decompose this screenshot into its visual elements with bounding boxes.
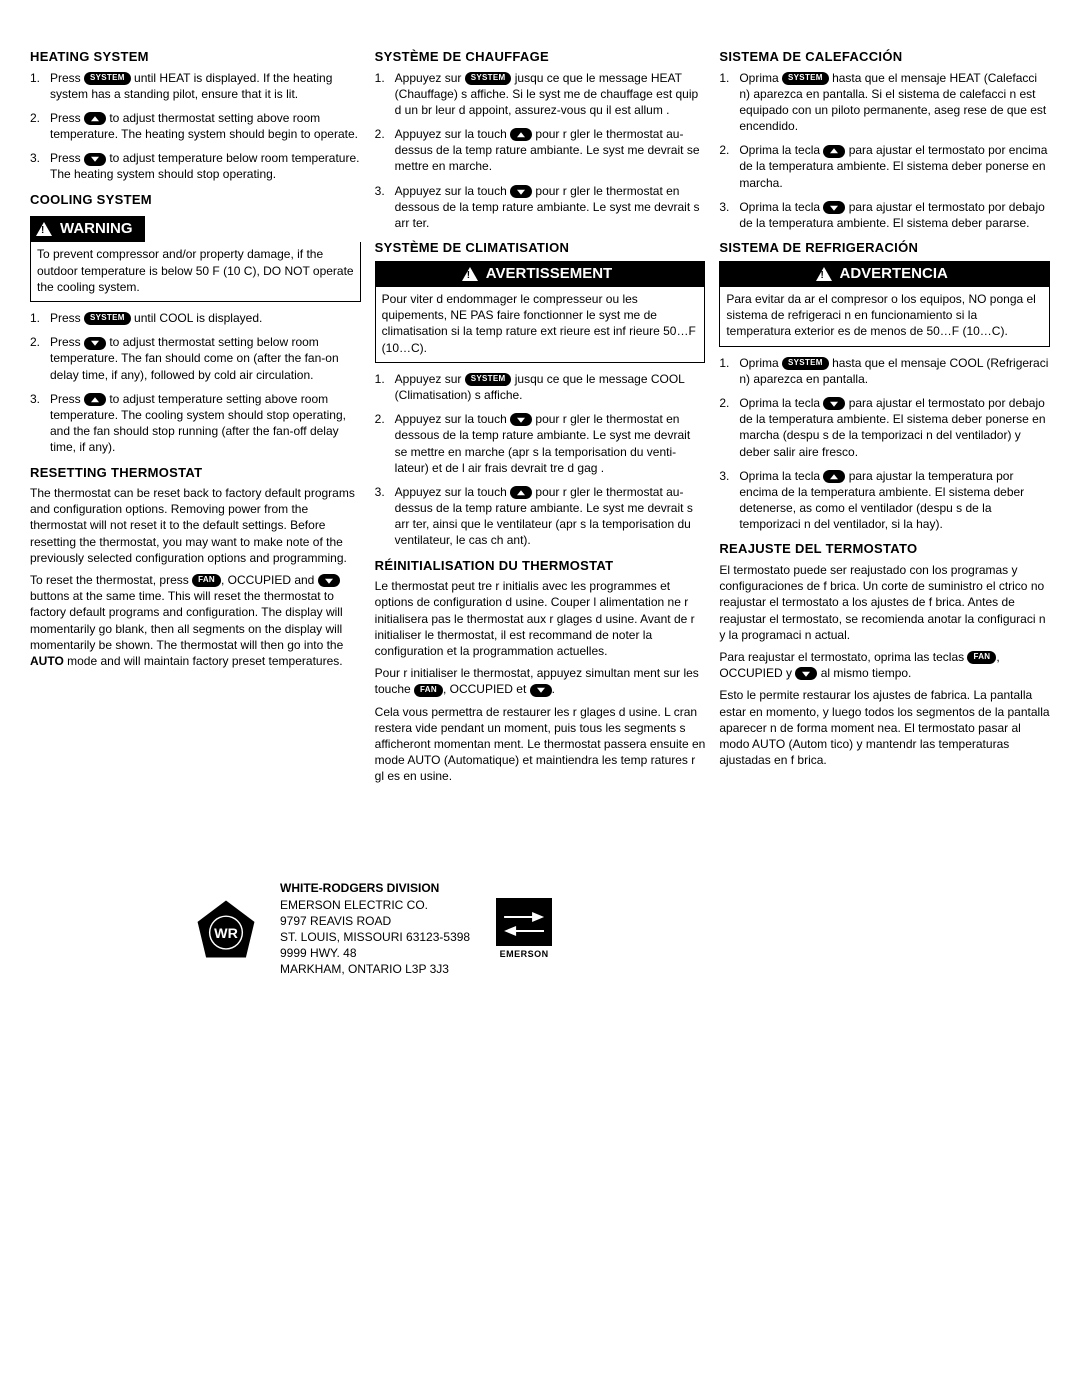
heat-step-3: 3.Appuyez sur la touch pour r gler le th…: [389, 183, 706, 232]
heat-step-2: 2.Oprima la tecla para ajustar el termos…: [733, 142, 1050, 191]
reset-p1-fr: Le thermostat peut tre r initialis avec …: [375, 578, 706, 659]
fan-button-icon: FAN: [192, 574, 221, 587]
system-button-icon: SYSTEM: [782, 72, 829, 85]
arrow-down-icon: [510, 413, 532, 426]
heat-step-2: 2.Appuyez sur la touch pour r gler le th…: [389, 126, 706, 175]
footer-addr4: MARKHAM, ONTARIO L3P 3J3: [280, 961, 470, 977]
system-button-icon: SYSTEM: [84, 312, 131, 325]
arrow-down-icon: [510, 185, 532, 198]
heading-reset-en: RESETTING THERMOSTAT: [30, 464, 361, 482]
warning-box-fr: AVERTISSEMENT Pour viter d endommager le…: [375, 261, 706, 363]
cooling-steps-es: 1.Oprima SYSTEM hasta que el mensaje COO…: [719, 355, 1050, 533]
arrow-up-icon: [823, 470, 845, 483]
arrow-down-icon: [530, 684, 552, 697]
three-col-layout: HEATING SYSTEM 1.Press SYSTEM until HEAT…: [30, 40, 1050, 790]
reset-p1-en: The thermostat can be reset back to fact…: [30, 485, 361, 566]
reset-p1-es: El termostato puede ser reajustado con l…: [719, 562, 1050, 643]
wr-logo-icon: WR: [190, 897, 262, 961]
reset-p2-en: To reset the thermostat, press FAN, OCCU…: [30, 572, 361, 669]
reset-p3-fr: Cela vous permettra de restaurer les r g…: [375, 704, 706, 785]
arrow-down-icon: [318, 574, 340, 587]
column-spanish: SISTEMA DE CALEFACCIÓN 1.Oprima SYSTEM h…: [719, 40, 1050, 790]
warning-banner-en: WARNING: [30, 216, 145, 242]
system-button-icon: SYSTEM: [782, 357, 829, 370]
warning-banner-fr: AVERTISSEMENT: [375, 261, 706, 287]
system-button-icon: SYSTEM: [84, 72, 131, 85]
arrow-down-icon: [823, 201, 845, 214]
arrow-down-icon: [84, 153, 106, 166]
heading-cooling-es: SISTEMA DE REFRIGERACIÓN: [719, 239, 1050, 257]
footer: WR WHITE-RODGERS DIVISION EMERSON ELECTR…: [190, 880, 1050, 977]
warning-box-es: ADVERTENCIA Para evitar da ar el compres…: [719, 261, 1050, 347]
heating-steps-es: 1.Oprima SYSTEM hasta que el mensaje HEA…: [719, 70, 1050, 232]
warning-tri-icon: [462, 267, 478, 281]
svg-text:WR: WR: [214, 926, 238, 942]
cool-step-1: 1.Appuyez sur SYSTEM jusqu ce que le mes…: [389, 371, 706, 403]
footer-addr2: ST. LOUIS, MISSOURI 63123-5398: [280, 929, 470, 945]
emerson-logo-icon: EMERSON: [488, 898, 560, 960]
heat-step-2: 2.Press to adjust thermostat setting abo…: [44, 110, 361, 142]
arrow-up-icon: [823, 145, 845, 158]
heading-heating-fr: SYSTÈME DE CHAUFFAGE: [375, 48, 706, 66]
heat-step-1: 1.Press SYSTEM until HEAT is displayed. …: [44, 70, 361, 102]
arrow-up-icon: [510, 486, 532, 499]
footer-addr3: 9999 HWY. 48: [280, 945, 470, 961]
heat-step-3: 3.Press to adjust temperature below room…: [44, 150, 361, 182]
heat-step-1: 1.Appuyez sur SYSTEM jusqu ce que le mes…: [389, 70, 706, 119]
heat-step-1: 1.Oprima SYSTEM hasta que el mensaje HEA…: [733, 70, 1050, 135]
cool-step-3: 3.Appuyez sur la touch pour r gler le th…: [389, 484, 706, 549]
cool-step-2: 2.Press to adjust thermostat setting bel…: [44, 334, 361, 383]
footer-division: WHITE-RODGERS DIVISION: [280, 880, 470, 896]
arrow-down-icon: [823, 397, 845, 410]
system-button-icon: SYSTEM: [465, 373, 512, 386]
heating-steps-fr: 1.Appuyez sur SYSTEM jusqu ce que le mes…: [375, 70, 706, 232]
heading-cooling-fr: SYSTÈME DE CLIMATISATION: [375, 239, 706, 257]
cool-step-2: 2.Oprima la tecla para ajustar el termos…: [733, 395, 1050, 460]
heat-step-3: 3.Oprima la tecla para ajustar el termos…: [733, 199, 1050, 231]
reset-p2-es: Para reajustar el termostato, oprima las…: [719, 649, 1050, 681]
column-english: HEATING SYSTEM 1.Press SYSTEM until HEAT…: [30, 40, 361, 790]
arrow-up-icon: [84, 393, 106, 406]
reset-p2-fr: Pour r initialiser le thermostat, appuye…: [375, 665, 706, 697]
footer-company: EMERSON ELECTRIC CO.: [280, 897, 470, 913]
cool-step-3: 3.Press to adjust temperature setting ab…: [44, 391, 361, 456]
fan-button-icon: FAN: [967, 651, 996, 664]
column-french: SYSTÈME DE CHAUFFAGE 1.Appuyez sur SYSTE…: [375, 40, 706, 790]
heading-cooling-en: COOLING SYSTEM: [30, 191, 361, 209]
heading-reset-es: REAJUSTE DEL TERMOSTATO: [719, 540, 1050, 558]
heading-reset-fr: RÉINITIALISATION DU THERMOSTAT: [375, 557, 706, 575]
reset-p3-es: Esto le permite restaurar los ajustes de…: [719, 687, 1050, 768]
cool-step-2: 2.Appuyez sur la touch pour r gler le th…: [389, 411, 706, 476]
arrow-down-icon: [84, 337, 106, 350]
cool-step-1: 1.Oprima SYSTEM hasta que el mensaje COO…: [733, 355, 1050, 387]
heading-heating-en: HEATING SYSTEM: [30, 48, 361, 66]
fan-button-icon: FAN: [414, 684, 443, 697]
cool-step-3: 3.Oprima la tecla para ajustar la temper…: [733, 468, 1050, 533]
heating-steps-en: 1.Press SYSTEM until HEAT is displayed. …: [30, 70, 361, 183]
arrow-up-icon: [84, 112, 106, 125]
cooling-steps-fr: 1.Appuyez sur SYSTEM jusqu ce que le mes…: [375, 371, 706, 549]
footer-address: WHITE-RODGERS DIVISION EMERSON ELECTRIC …: [280, 880, 470, 977]
warning-banner-es: ADVERTENCIA: [719, 261, 1050, 287]
arrow-up-icon: [510, 128, 532, 141]
cooling-steps-en: 1.Press SYSTEM until COOL is displayed. …: [30, 310, 361, 456]
warning-tri-icon: [816, 267, 832, 281]
arrow-down-icon: [795, 667, 817, 680]
footer-addr1: 9797 REAVIS ROAD: [280, 913, 470, 929]
heading-heating-es: SISTEMA DE CALEFACCIÓN: [719, 48, 1050, 66]
warning-tri-icon: [36, 222, 52, 236]
warning-box-en: To prevent compressor and/or property da…: [30, 242, 361, 302]
cool-step-1: 1.Press SYSTEM until COOL is displayed.: [44, 310, 361, 326]
emerson-label: EMERSON: [488, 948, 560, 960]
system-button-icon: SYSTEM: [465, 72, 512, 85]
